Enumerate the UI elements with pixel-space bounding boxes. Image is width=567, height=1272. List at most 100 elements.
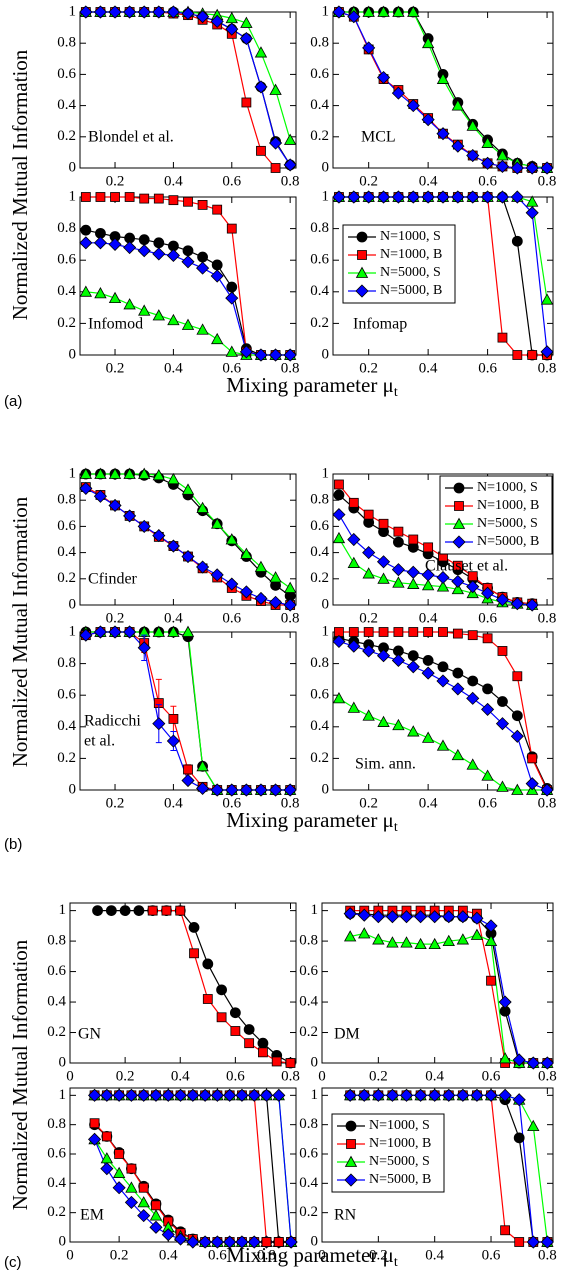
marker [196, 501, 209, 513]
plot-frame [332, 473, 554, 606]
x-axis-label: Mixing parameter μt [226, 808, 398, 835]
marker [481, 586, 495, 600]
series-line [350, 910, 548, 1064]
y-tick-label: 0.6 [310, 687, 329, 703]
marker [273, 1237, 284, 1247]
marker [466, 190, 480, 204]
marker [422, 655, 434, 666]
marker [386, 936, 399, 948]
legend-marker [453, 482, 465, 494]
marker [466, 691, 480, 705]
legend-marker [346, 1139, 356, 1149]
marker [183, 196, 193, 207]
marker [525, 777, 539, 791]
marker [147, 905, 158, 916]
marker [124, 1088, 138, 1102]
annotation: Sim. ann. [355, 756, 416, 773]
marker [152, 529, 166, 543]
marker [270, 163, 281, 173]
marker [197, 199, 208, 210]
marker [269, 595, 283, 609]
y-tick-label: 0 [69, 781, 77, 797]
y-tick-label: 1 [322, 3, 330, 19]
marker [495, 190, 510, 204]
marker [283, 158, 297, 172]
annotation: Blondel et al. [88, 129, 174, 146]
marker [495, 593, 510, 607]
marker [79, 481, 93, 495]
marker [138, 304, 151, 316]
y-tick-label: 0.6 [47, 1145, 66, 1161]
y-tick-label: 0.2 [310, 128, 329, 144]
marker [470, 928, 484, 940]
marker [540, 345, 554, 359]
y-tick-label: 0.6 [47, 963, 66, 979]
marker [186, 1088, 200, 1102]
y-tick-label: 0.4 [57, 544, 76, 560]
marker [526, 1056, 540, 1070]
marker [239, 783, 253, 797]
x-tick-label: 0.8 [281, 360, 300, 376]
legend-marker [452, 535, 466, 549]
x-tick-label: 0.6 [222, 173, 241, 189]
marker [385, 910, 399, 924]
marker [112, 1166, 126, 1178]
marker [119, 905, 131, 917]
marker [153, 237, 165, 249]
marker [496, 780, 509, 792]
marker [362, 644, 376, 658]
y-tick-label: 0.8 [299, 1116, 318, 1132]
marker [125, 1181, 138, 1193]
legend-label: N=5000, S [369, 1154, 430, 1169]
y-tick-label: 0.2 [310, 315, 329, 331]
marker [526, 1235, 540, 1249]
y-tick-label: 0.4 [299, 1175, 318, 1191]
y-tick-label: 0.2 [310, 570, 329, 586]
y-tick-label: 0.8 [310, 655, 329, 671]
legend-label: N=1000, B [380, 247, 442, 262]
marker [525, 161, 539, 175]
marker [259, 1088, 274, 1102]
marker [181, 483, 195, 495]
y-tick-label: 0 [311, 1233, 319, 1249]
marker [254, 560, 268, 572]
marker [123, 240, 137, 255]
marker [138, 1182, 149, 1193]
marker [272, 1088, 286, 1102]
marker [210, 1235, 224, 1249]
marker [357, 1088, 371, 1102]
marker [511, 235, 523, 247]
plot-frame [321, 1087, 554, 1243]
x-axis-label: Mixing parameter μt [226, 373, 398, 400]
marker [225, 533, 238, 545]
legend-label: N=5000, S [477, 516, 538, 531]
marker [442, 1088, 456, 1102]
marker [436, 674, 450, 688]
marker [100, 1088, 114, 1102]
x-axis-label-subscript: t [394, 385, 398, 400]
marker [235, 1088, 249, 1102]
y-tick-label: 0 [69, 159, 77, 175]
marker [484, 934, 498, 946]
marker [167, 313, 180, 326]
marker [93, 236, 107, 250]
marker [527, 753, 538, 764]
marker [181, 6, 195, 21]
marker [497, 332, 508, 343]
marker [210, 568, 224, 582]
marker [407, 725, 420, 737]
marker [391, 86, 405, 100]
marker [181, 773, 195, 788]
marker [362, 709, 375, 721]
series-line [94, 1094, 292, 1243]
marker [407, 5, 420, 17]
y-tick-label: 0.8 [47, 933, 66, 949]
annotation: DM [334, 1026, 360, 1043]
marker [484, 919, 498, 933]
marker [123, 509, 137, 523]
x-tick-label: 0.6 [478, 795, 497, 811]
marker [481, 769, 494, 781]
marker [407, 650, 419, 662]
marker [511, 783, 524, 795]
marker [391, 190, 405, 204]
